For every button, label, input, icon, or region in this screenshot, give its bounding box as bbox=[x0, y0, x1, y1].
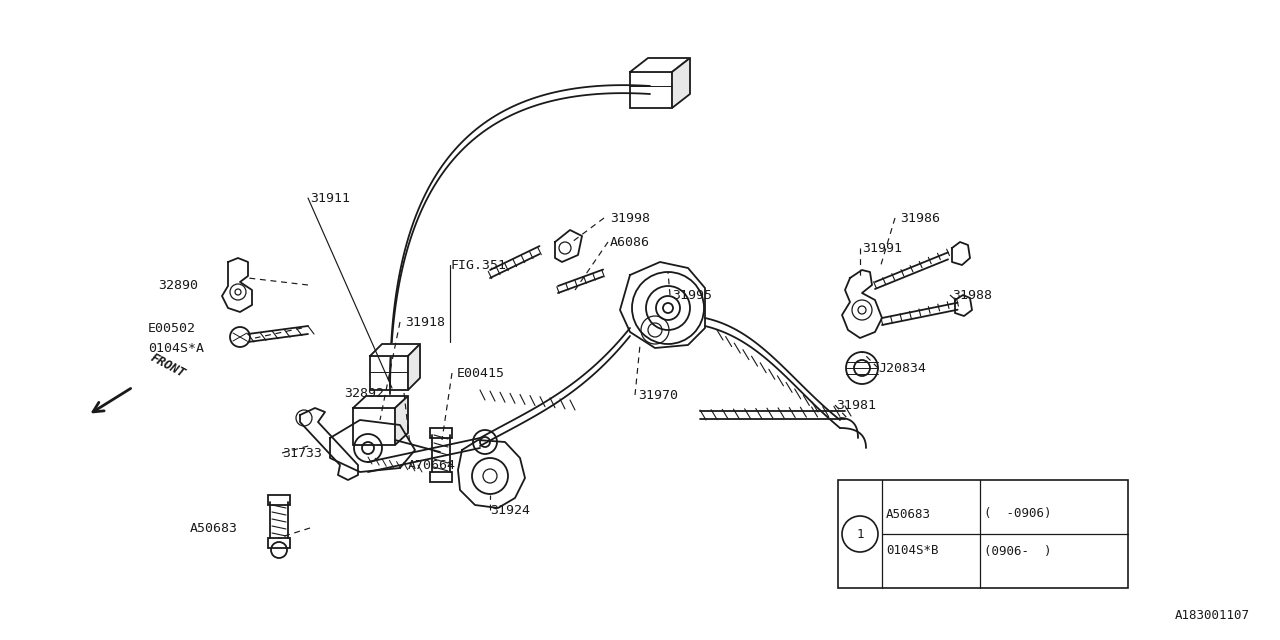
Text: 31970: 31970 bbox=[637, 388, 678, 401]
Text: A6086: A6086 bbox=[611, 236, 650, 248]
Text: 32890: 32890 bbox=[157, 278, 198, 291]
Text: 0104S*A: 0104S*A bbox=[148, 342, 204, 355]
Bar bbox=[430, 472, 452, 482]
Text: (  -0906): ( -0906) bbox=[984, 508, 1051, 520]
Text: 31918: 31918 bbox=[404, 316, 445, 328]
Text: E00502: E00502 bbox=[148, 321, 196, 335]
Text: 32892: 32892 bbox=[344, 387, 384, 399]
Polygon shape bbox=[672, 58, 690, 108]
Bar bbox=[838, 480, 1128, 588]
Text: 31986: 31986 bbox=[900, 211, 940, 225]
Polygon shape bbox=[396, 396, 408, 445]
Polygon shape bbox=[408, 344, 420, 390]
Text: 31911: 31911 bbox=[310, 191, 349, 205]
Text: 31924: 31924 bbox=[490, 504, 530, 516]
Text: 31998: 31998 bbox=[611, 211, 650, 225]
Text: 31981: 31981 bbox=[836, 399, 876, 412]
Text: A50683: A50683 bbox=[189, 522, 238, 534]
Polygon shape bbox=[630, 58, 690, 72]
Text: 0104S*B: 0104S*B bbox=[886, 545, 938, 557]
Bar bbox=[268, 538, 291, 548]
Text: J20834: J20834 bbox=[878, 362, 925, 374]
Text: A70664: A70664 bbox=[408, 458, 456, 472]
Polygon shape bbox=[370, 344, 420, 356]
Bar bbox=[268, 495, 291, 505]
Text: 31733: 31733 bbox=[282, 447, 323, 460]
Text: 31991: 31991 bbox=[861, 241, 902, 255]
Text: (0906-  ): (0906- ) bbox=[984, 545, 1051, 557]
Text: E00415: E00415 bbox=[457, 367, 506, 380]
Text: A183001107: A183001107 bbox=[1175, 609, 1251, 622]
Text: 31988: 31988 bbox=[952, 289, 992, 301]
Text: A50683: A50683 bbox=[886, 508, 931, 520]
Polygon shape bbox=[353, 396, 408, 408]
Text: FIG.351: FIG.351 bbox=[451, 259, 506, 271]
Text: FRONT: FRONT bbox=[148, 351, 187, 380]
Text: 1: 1 bbox=[856, 527, 864, 541]
Bar bbox=[430, 428, 452, 438]
Text: 31995: 31995 bbox=[672, 289, 712, 301]
